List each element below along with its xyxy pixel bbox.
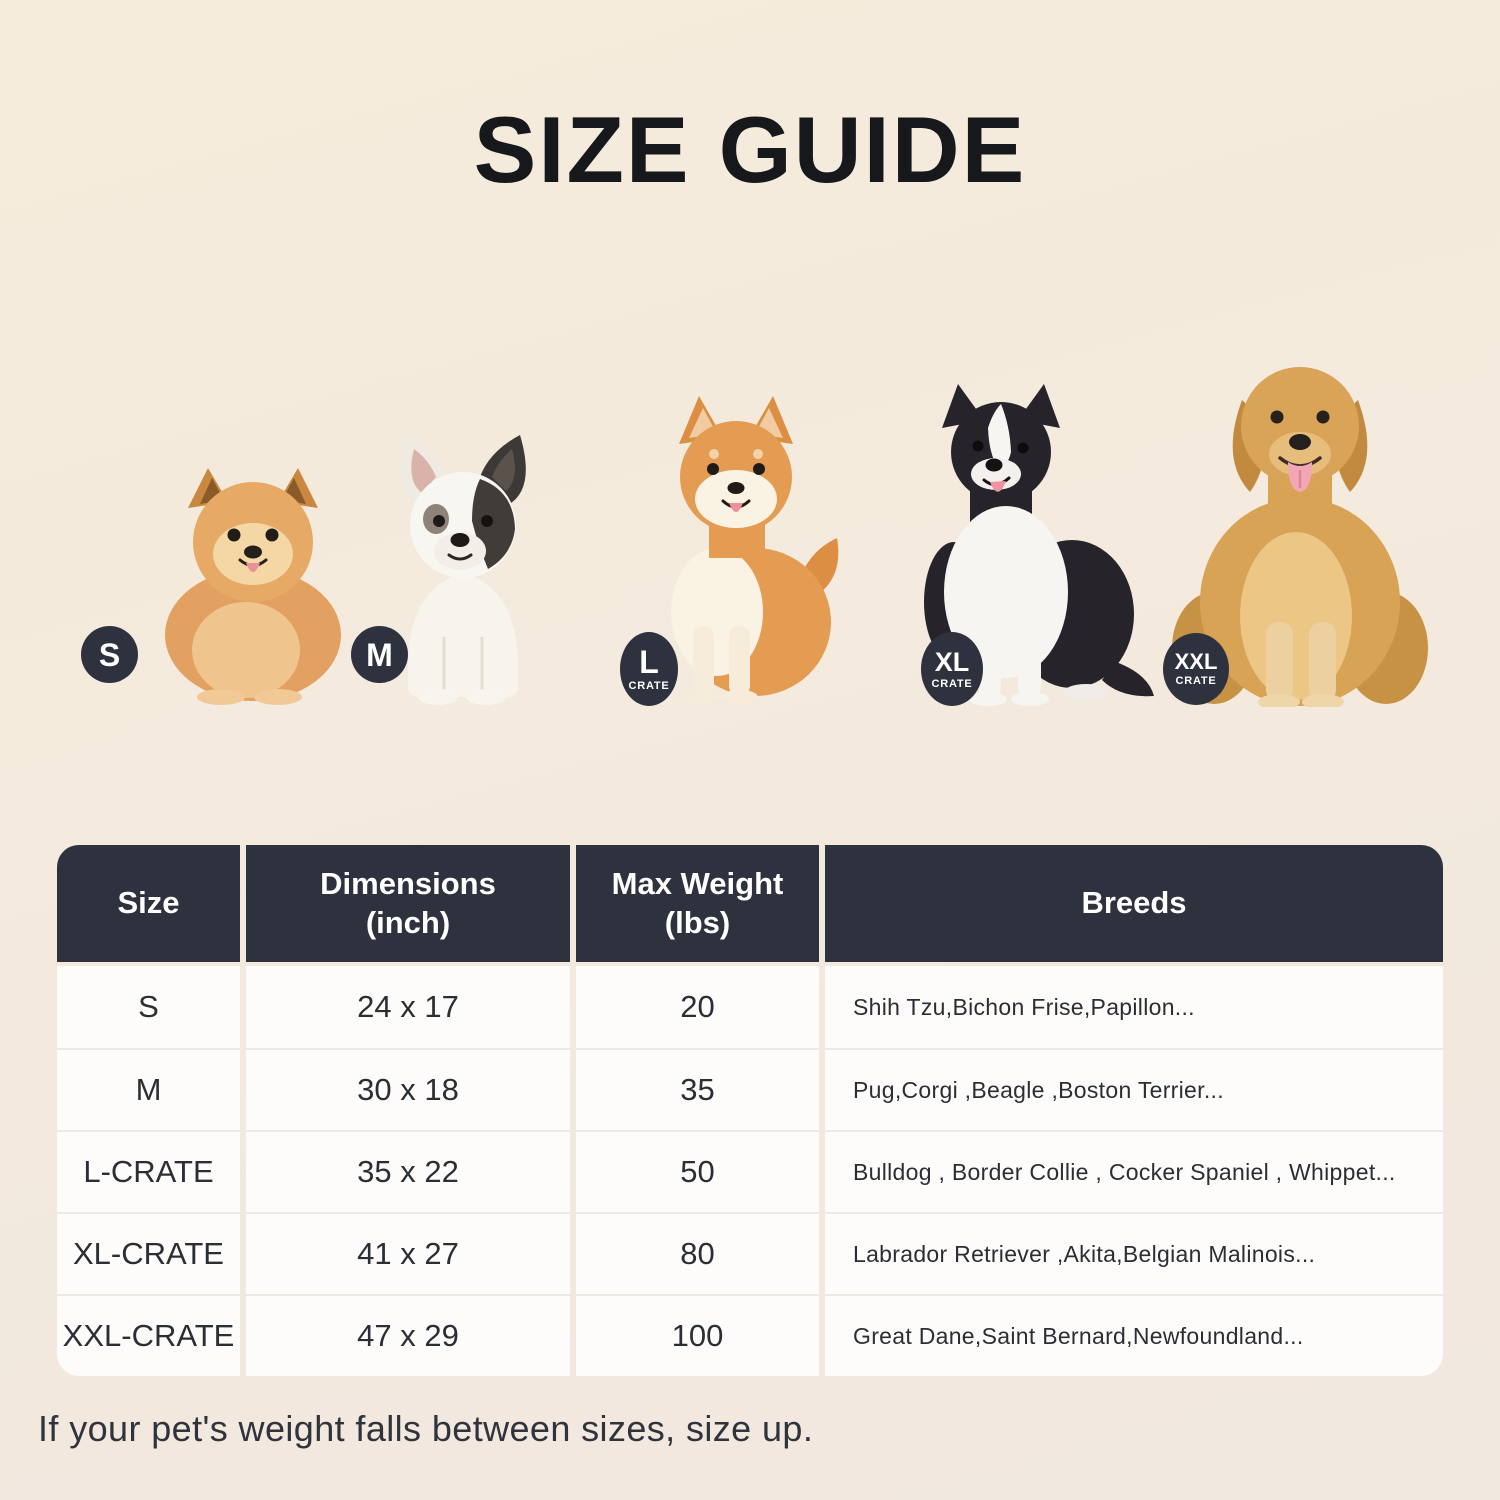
cell-size: L-CRATE <box>57 1130 240 1212</box>
cell-size: S <box>57 966 240 1048</box>
size-badge-s: S <box>81 626 138 683</box>
cell-dimensions: 41 x 27 <box>246 1212 570 1294</box>
table-row: XL-CRATE 41 x 27 80 Labrador Retriever ,… <box>57 1212 1443 1294</box>
cell-dimensions: 35 x 22 <box>246 1130 570 1212</box>
size-badge-label: L <box>639 644 659 680</box>
table-row: S 24 x 17 20 Shih Tzu,Bichon Frise,Papil… <box>57 966 1443 1048</box>
cell-max-weight: 20 <box>576 966 819 1048</box>
cell-breeds: Great Dane,Saint Bernard,Newfoundland... <box>825 1294 1443 1376</box>
cell-breeds: Bulldog , Border Collie , Cocker Spaniel… <box>825 1130 1443 1212</box>
size-badge-l-crate: L CRATE <box>620 632 678 706</box>
size-table: Size Dimensions (inch) Max Weight (lbs) … <box>57 845 1443 1376</box>
french-bulldog-dog-image <box>400 435 526 705</box>
size-badge-xl-crate: XL CRATE <box>921 632 983 706</box>
size-badge-label: XXL <box>1174 649 1218 674</box>
size-table-body: S 24 x 17 20 Shih Tzu,Bichon Frise,Papil… <box>57 966 1443 1376</box>
cell-breeds: Labrador Retriever ,Akita,Belgian Malino… <box>825 1212 1443 1294</box>
table-row: L-CRATE 35 x 22 50 Bulldog , Border Coll… <box>57 1130 1443 1212</box>
cell-size: M <box>57 1048 240 1130</box>
size-badge-label: S <box>98 636 121 673</box>
shiba-inu-dog-image <box>671 396 839 704</box>
size-badge-sublabel: CRATE <box>1175 675 1217 687</box>
cell-dimensions: 24 x 17 <box>246 966 570 1048</box>
cell-max-weight: 35 <box>576 1048 819 1130</box>
cell-max-weight: 50 <box>576 1130 819 1212</box>
dog-size-lineup: S M L CRATE XL CRATE XXL CRATE <box>81 367 1428 707</box>
cell-breeds: Pug,Corgi ,Beagle ,Boston Terrier... <box>825 1048 1443 1130</box>
size-badge-label: M <box>366 636 393 673</box>
table-row: XXL-CRATE 47 x 29 100 Great Dane,Saint B… <box>57 1294 1443 1376</box>
pomeranian-dog-image <box>165 468 341 705</box>
size-badge-m: M <box>351 626 408 683</box>
header-cell-size: Size <box>57 845 240 962</box>
table-header-row: Size Dimensions (inch) Max Weight (lbs) … <box>57 845 1443 962</box>
cell-max-weight: 100 <box>576 1294 819 1376</box>
page-title: SIZE GUIDE <box>473 97 1027 202</box>
size-badge-sublabel: CRATE <box>931 677 973 690</box>
cell-dimensions: 30 x 18 <box>246 1048 570 1130</box>
cell-max-weight: 80 <box>576 1212 819 1294</box>
table-row: M 30 x 18 35 Pug,Corgi ,Beagle ,Boston T… <box>57 1048 1443 1130</box>
header-cell-breeds: Breeds <box>825 845 1443 962</box>
size-badge-label: XL <box>934 646 970 677</box>
size-up-note: If your pet's weight falls between sizes… <box>38 1408 814 1449</box>
size-badge-xxl-crate: XXL CRATE <box>1163 633 1229 705</box>
border-collie-dog-image <box>924 384 1154 706</box>
header-cell-dimensions: Dimensions (inch) <box>246 845 570 962</box>
golden-retriever-dog-image <box>1172 367 1428 707</box>
cell-breeds: Shih Tzu,Bichon Frise,Papillon... <box>825 966 1443 1048</box>
size-table-header: Size Dimensions (inch) Max Weight (lbs) … <box>57 845 1443 962</box>
cell-size: XXL-CRATE <box>57 1294 240 1376</box>
cell-dimensions: 47 x 29 <box>246 1294 570 1376</box>
cell-size: XL-CRATE <box>57 1212 240 1294</box>
size-badge-sublabel: CRATE <box>628 680 670 692</box>
header-cell-max-weight: Max Weight (lbs) <box>576 845 819 962</box>
